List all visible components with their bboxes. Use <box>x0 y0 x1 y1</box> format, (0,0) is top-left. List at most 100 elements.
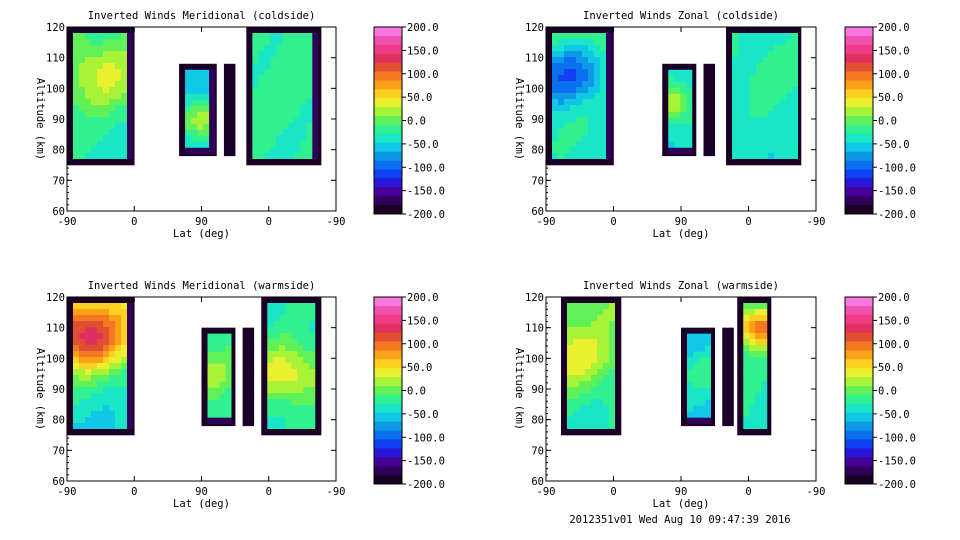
colorbar-segment <box>374 35 402 46</box>
panel-title: Inverted Winds Zonal (coldside) <box>583 10 779 22</box>
y-tick-label: 120 <box>46 292 65 304</box>
colorbar-segment <box>374 151 402 161</box>
colorbar-segment <box>374 116 402 126</box>
y-tick-label: 100 <box>46 353 65 365</box>
x-tick-label: 90 <box>195 216 208 228</box>
colorbar-segment <box>374 403 402 414</box>
colorbar-segment <box>845 466 873 476</box>
colorbar: 200.0 150.0 100.0 50.0 0.0 -50.0 -100.0 -150.0 -… <box>373 292 445 491</box>
colorbar-segment <box>845 394 873 405</box>
y-tick-label: 110 <box>525 323 544 335</box>
colorbar-segment <box>845 187 873 197</box>
colorbar-segment <box>845 412 873 423</box>
x-tick-label: 0 <box>266 486 272 498</box>
colorbar-tick-label: 150.0 <box>878 315 910 327</box>
colorbar-segment <box>374 53 402 64</box>
colorbar-segment <box>374 341 402 351</box>
colorbar-tick-label: -100.0 <box>407 162 445 174</box>
y-tick-label: 90 <box>52 384 65 396</box>
x-tick-label: 0 <box>745 216 751 228</box>
colorbar-segment <box>374 457 402 467</box>
colorbar-tick-label: -50.0 <box>407 409 439 421</box>
panel-zonal-warmside: Inverted Winds Zonal (warmside) Lat (deg… <box>513 280 916 510</box>
data-region <box>246 27 322 166</box>
colorbar-segment <box>845 71 873 81</box>
x-tick-label: -90 <box>58 216 77 228</box>
colorbar-tick-label: 0.0 <box>878 116 897 128</box>
colorbar-tick-label: -200.0 <box>878 209 916 221</box>
data-region <box>726 27 802 166</box>
colorbar-segment <box>374 27 402 37</box>
x-tick-label: 0 <box>610 486 616 498</box>
x-tick-label: 90 <box>675 216 688 228</box>
data-region <box>662 63 697 157</box>
colorbar-segment <box>845 439 873 449</box>
colorbar-segment <box>845 53 873 64</box>
colorbar-tick-label: -100.0 <box>407 432 445 444</box>
panel-zonal-coldside: Inverted Winds Zonal (coldside) Lat (deg… <box>513 10 916 240</box>
x-tick-label: 0 <box>266 216 272 228</box>
colorbar-tick-label: -50.0 <box>407 139 439 151</box>
colorbar-segment <box>374 323 402 334</box>
y-tick-label: 110 <box>46 323 65 335</box>
colorbar-tick-label: -50.0 <box>878 139 910 151</box>
colorbar-segment <box>374 421 402 431</box>
x-tick-label: 0 <box>610 216 616 228</box>
colorbar-tick-label: 50.0 <box>878 92 903 104</box>
colorbar-segment <box>845 297 873 307</box>
colorbar-segment <box>374 475 402 485</box>
data-region <box>201 327 236 427</box>
colorbar-segment <box>845 332 873 342</box>
colorbar-segment <box>374 314 402 325</box>
colorbar-tick-label: -200.0 <box>878 479 916 491</box>
y-tick-label: 100 <box>46 83 65 95</box>
data-region <box>67 297 135 436</box>
colorbar-segment <box>845 457 873 467</box>
colorbar-segment <box>374 394 402 405</box>
colorbar-segment <box>845 44 873 55</box>
colorbar-tick-label: -100.0 <box>878 162 916 174</box>
colorbar-segment <box>845 196 873 206</box>
colorbar-segment <box>374 305 402 316</box>
colorbar-tick-label: 50.0 <box>407 362 432 374</box>
data-region <box>546 27 614 166</box>
colorbar-segment <box>845 27 873 37</box>
colorbar-segment <box>845 403 873 414</box>
colorbar-tick-label: -200.0 <box>407 479 445 491</box>
colorbar-segment <box>845 377 873 387</box>
colorbar-segment <box>374 160 402 170</box>
colorbar-segment <box>374 80 402 90</box>
colorbar-tick-label: 200.0 <box>407 292 439 304</box>
y-axis-label: Altitude (km) <box>34 78 46 160</box>
colorbar-tick-label: -200.0 <box>407 209 445 221</box>
data-region <box>561 297 622 436</box>
x-tick-label: -90 <box>327 216 346 228</box>
colorbar-segment <box>374 368 402 378</box>
colorbar-segment <box>845 133 873 144</box>
y-tick-label: 80 <box>52 415 65 427</box>
colorbar-segment <box>374 107 402 117</box>
colorbar-segment <box>374 439 402 449</box>
colorbar-segment <box>374 196 402 206</box>
y-tick-label: 90 <box>52 114 65 126</box>
y-tick-label: 70 <box>52 445 65 457</box>
colorbar-segment <box>374 412 402 423</box>
x-axis-label: Lat (deg) <box>173 498 230 510</box>
colorbar-segment <box>374 124 402 135</box>
colorbar-tick-label: -150.0 <box>407 186 445 198</box>
colorbar-segment <box>845 142 873 153</box>
data-region <box>223 63 236 157</box>
colorbar-segment <box>374 466 402 476</box>
colorbar-segment <box>374 44 402 55</box>
colorbar-segment <box>374 332 402 342</box>
x-axis-label: Lat (deg) <box>653 498 710 510</box>
colorbar-segment <box>845 448 873 458</box>
colorbar-tick-label: 100.0 <box>878 69 910 81</box>
colorbar-segment <box>374 377 402 387</box>
y-tick-label: 120 <box>525 292 544 304</box>
colorbar-segment <box>845 341 873 351</box>
y-tick-label: 120 <box>525 22 544 34</box>
